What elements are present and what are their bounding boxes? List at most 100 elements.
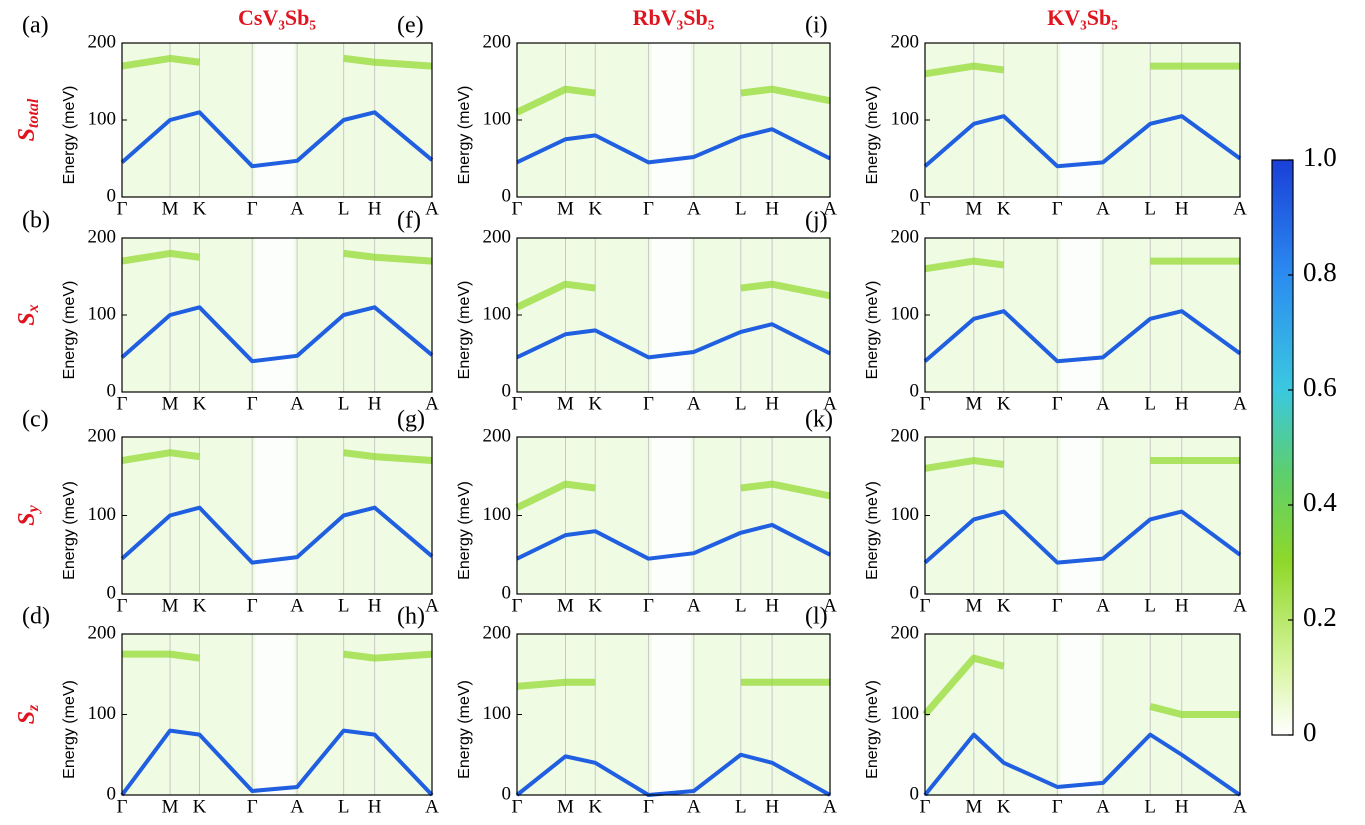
dispersion-branch xyxy=(924,257,1240,273)
x-tick-label: M xyxy=(162,198,179,219)
row-label: Sz xyxy=(14,704,42,724)
y-tick-label: 100 xyxy=(88,504,117,525)
y-axis-label: Energy (meV) xyxy=(61,281,78,380)
panel-label: (e) xyxy=(397,13,424,39)
x-tick-label: A xyxy=(1096,796,1110,817)
dispersion-branch xyxy=(120,728,434,797)
y-tick-label: 200 xyxy=(483,425,512,446)
y-tick-label: 0 xyxy=(910,185,920,206)
row-label-sub: x xyxy=(25,304,42,313)
y-tick-label: 200 xyxy=(891,31,920,52)
x-tick-label: A xyxy=(1233,393,1247,414)
row-label-sub: total xyxy=(25,98,42,128)
x-tick-label: Γ xyxy=(920,595,931,616)
y-axis-label: Energy (meV) xyxy=(864,86,881,185)
x-tick-label: Γ xyxy=(643,393,654,414)
dispersion-branch xyxy=(121,54,433,70)
x-tick-label: A xyxy=(290,198,304,219)
x-tick-label: K xyxy=(588,796,602,817)
x-tick-label: L xyxy=(1144,198,1156,219)
x-tick-label: Γ xyxy=(512,393,523,414)
x-tick-label: Γ xyxy=(512,796,523,817)
x-tick-label: A xyxy=(687,198,701,219)
x-tick-label: K xyxy=(997,796,1011,817)
x-tick-label: Γ xyxy=(512,198,523,219)
y-tick-label: 0 xyxy=(502,582,512,603)
dispersion-branch xyxy=(923,114,1242,169)
row-label-base: S xyxy=(14,128,40,141)
x-tick-label: Γ xyxy=(247,595,258,616)
y-tick-label: 0 xyxy=(502,380,512,401)
row-label-base: S xyxy=(14,711,40,724)
x-tick-label: K xyxy=(997,393,1011,414)
colorbar-tick-label: 0.6 xyxy=(1303,372,1337,402)
y-tick-label: 200 xyxy=(88,622,117,643)
x-tick-label: A xyxy=(687,393,701,414)
x-tick-label: A xyxy=(1233,595,1247,616)
x-tick-label: H xyxy=(1175,198,1189,219)
x-tick-label: H xyxy=(368,198,382,219)
dispersion-branch xyxy=(516,127,831,165)
y-tick-label: 200 xyxy=(483,622,512,643)
gap-region xyxy=(255,43,295,197)
panel-label: (b) xyxy=(22,208,50,234)
x-tick-label: A xyxy=(823,198,837,219)
x-tick-label: M xyxy=(965,198,982,219)
x-tick-label: Γ xyxy=(920,393,931,414)
x-tick-label: Γ xyxy=(1052,796,1063,817)
x-tick-label: K xyxy=(997,595,1011,616)
y-tick-label: 0 xyxy=(910,582,920,603)
x-tick-label: Γ xyxy=(117,198,128,219)
x-tick-label: L xyxy=(735,595,747,616)
x-tick-label: M xyxy=(162,393,179,414)
dispersion-branch xyxy=(516,522,831,561)
column-title: KV₃Sb₅ xyxy=(1047,5,1118,30)
row-label-sub: y xyxy=(25,504,42,514)
panel-label: (a) xyxy=(22,13,49,39)
y-axis-label: Energy (meV) xyxy=(864,481,881,580)
y-tick-label: 200 xyxy=(483,31,512,52)
x-tick-label: M xyxy=(965,393,982,414)
x-tick-label: Γ xyxy=(1052,198,1063,219)
x-tick-label: L xyxy=(1144,393,1156,414)
dispersion-branch xyxy=(515,280,831,311)
x-tick-label: L xyxy=(1144,595,1156,616)
dispersion-branch xyxy=(516,322,831,360)
y-tick-label: 0 xyxy=(502,185,512,206)
x-tick-label: Γ xyxy=(512,595,523,616)
x-tick-label: M xyxy=(557,595,574,616)
y-tick-label: 0 xyxy=(502,783,512,804)
x-tick-label: H xyxy=(765,595,779,616)
x-tick-label: K xyxy=(193,796,207,817)
gap-region xyxy=(255,437,295,594)
y-axis-label: Energy (meV) xyxy=(456,481,473,580)
y-tick-label: 100 xyxy=(891,504,920,525)
y-tick-label: 200 xyxy=(88,31,117,52)
y-tick-label: 200 xyxy=(891,425,920,446)
gap-region xyxy=(651,437,691,594)
row-label-base: S xyxy=(14,312,40,325)
dispersion-branch xyxy=(120,505,434,565)
colorbar-tick-label: 1.0 xyxy=(1303,142,1337,172)
y-tick-label: 0 xyxy=(107,582,117,603)
y-tick-label: 200 xyxy=(88,226,117,247)
x-tick-label: Γ xyxy=(117,796,128,817)
y-tick-label: 100 xyxy=(483,108,512,129)
y-tick-label: 0 xyxy=(910,380,920,401)
y-tick-label: 100 xyxy=(88,303,117,324)
x-tick-label: A xyxy=(425,595,439,616)
y-axis-label: Energy (meV) xyxy=(864,680,881,779)
x-tick-label: Γ xyxy=(247,198,258,219)
x-tick-label: A xyxy=(425,393,439,414)
x-tick-label: L xyxy=(735,796,747,817)
panel-label: (l) xyxy=(805,604,828,630)
x-tick-label: H xyxy=(368,393,382,414)
x-tick-label: K xyxy=(193,393,207,414)
x-tick-label: A xyxy=(1096,595,1110,616)
gap-region xyxy=(1060,238,1100,392)
dispersion-branch xyxy=(515,85,831,116)
dispersion-branch xyxy=(122,650,433,662)
x-tick-label: L xyxy=(735,198,747,219)
dispersion-branch xyxy=(924,62,1240,78)
x-tick-label: Γ xyxy=(920,198,931,219)
